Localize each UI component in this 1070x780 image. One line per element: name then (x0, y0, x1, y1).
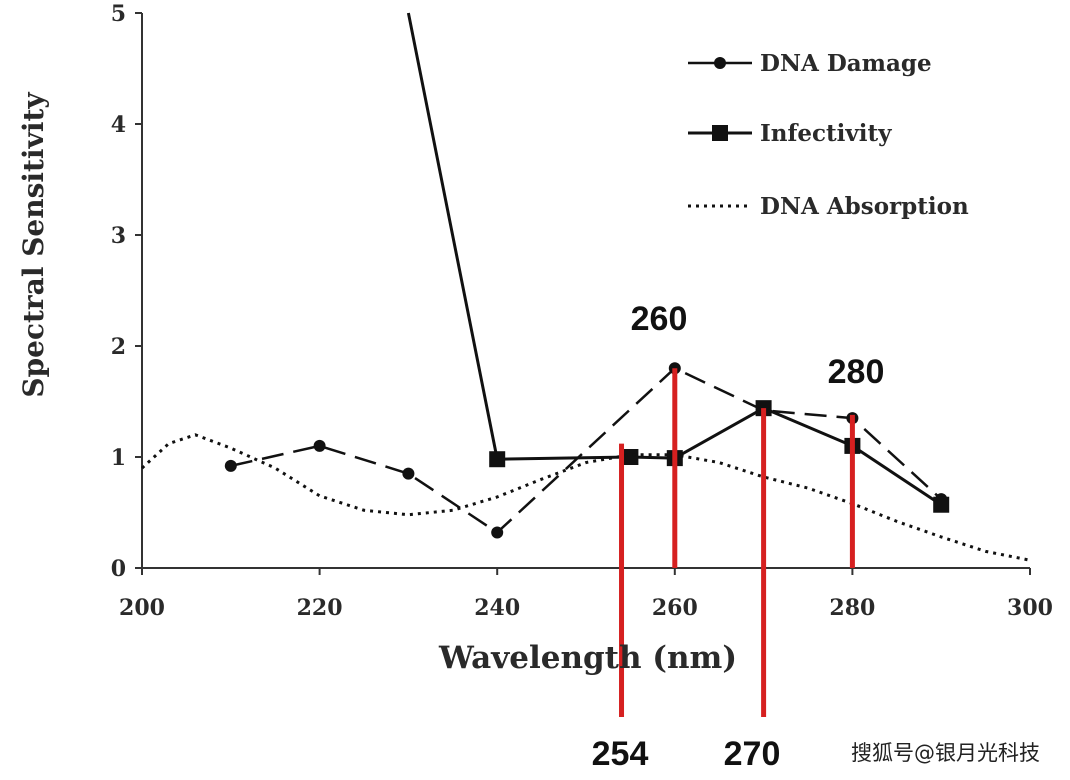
dna-damage-point (402, 467, 415, 480)
legend-marker-infectivity (712, 125, 728, 141)
y-tick-label: 5 (111, 1, 126, 27)
y-ticks: 0 1 2 3 4 5 (111, 1, 142, 582)
legend: DNA Damage Infectivity DNA Absorption (688, 50, 969, 220)
x-ticks: 200 220 240 260 280 300 (119, 568, 1053, 621)
marker-label-254: 254 (592, 735, 649, 773)
dna-damage-point (224, 459, 237, 472)
wavelength-markers (619, 368, 855, 717)
infectivity-point (622, 449, 639, 465)
legend-label-dna-damage: DNA Damage (760, 50, 932, 77)
legend-label-infectivity: Infectivity (760, 120, 892, 147)
legend-label-dna-absorption: DNA Absorption (760, 193, 969, 220)
marker-label-280: 280 (828, 353, 885, 391)
axes (141, 13, 1030, 569)
x-tick-label: 220 (297, 595, 343, 621)
legend-marker-dna-damage (714, 57, 726, 69)
y-tick-label: 4 (111, 112, 126, 138)
x-tick-label: 280 (829, 595, 875, 621)
watermark-text: 搜狐号@银月光科技 (851, 741, 1040, 765)
dna-damage-line (230, 366, 943, 534)
dna-absorption-line (140, 433, 1031, 562)
y-tick-label: 2 (111, 334, 126, 360)
marker-label-270: 270 (724, 735, 781, 773)
x-tick-label: 260 (652, 595, 698, 621)
series-layer (140, 12, 1031, 562)
x-axis-label: Wavelength (nm) (438, 640, 737, 676)
y-tick-label: 3 (111, 223, 126, 249)
dna-damage-point (313, 439, 326, 452)
y-tick-label: 1 (111, 445, 126, 471)
x-tick-label: 300 (1007, 595, 1053, 621)
x-tick-label: 240 (474, 595, 520, 621)
infectivity-point (933, 496, 950, 513)
x-tick-label: 200 (119, 595, 165, 621)
infectivity-point (489, 451, 506, 468)
y-tick-label: 0 (111, 556, 126, 582)
y-axis-label: Spectral Sensitivity (17, 92, 50, 398)
marker-label-260: 260 (631, 300, 688, 338)
dna-damage-point (491, 526, 504, 539)
